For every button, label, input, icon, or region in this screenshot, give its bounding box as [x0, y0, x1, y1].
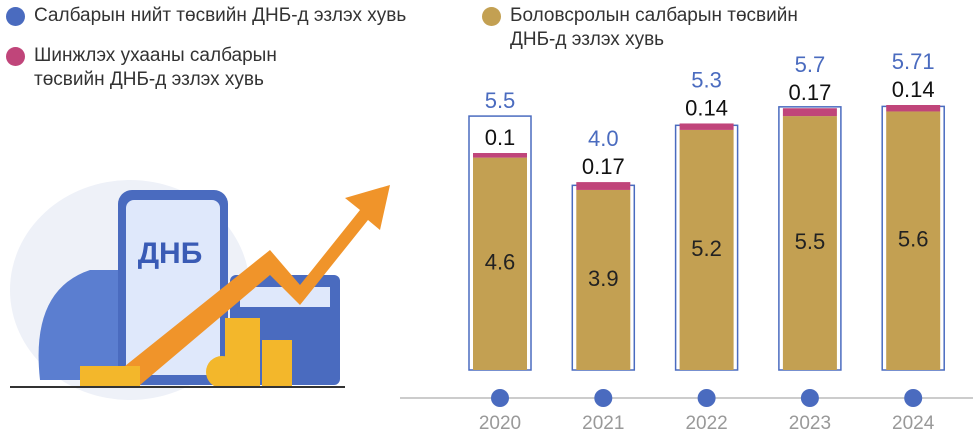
bar-segment: [679, 129, 734, 370]
value-label: 5.2: [691, 236, 722, 261]
legend-label: Боловсролын салбарын төсвийн ДНБ-д эзлэх…: [510, 5, 798, 50]
timeline-dot: [697, 389, 716, 407]
value-label: 0.1: [485, 125, 516, 150]
value-label: 0.17: [582, 154, 625, 179]
timeline-dot: [904, 389, 923, 407]
bar-segment: [782, 116, 837, 370]
bar-segment: [886, 105, 941, 112]
value-label: 5.6: [898, 227, 929, 252]
x-tick-label: 2021: [582, 413, 624, 434]
value-label: 4.6: [485, 250, 516, 275]
legend-dot: [6, 7, 25, 26]
total-label: 5.71: [892, 49, 935, 74]
legend-item: Боловсролын салбарын төсвийн ДНБ-д эзлэх…: [482, 4, 840, 52]
x-tick-label: 2023: [789, 413, 831, 434]
bar-segment: [886, 111, 941, 371]
x-tick-label: 2022: [685, 413, 727, 434]
annotation: ДНБ: [138, 237, 203, 270]
legend-label: Салбарын нийт төсвийн ДНБ-д эзлэх хувь: [34, 5, 407, 26]
bar-segment: [679, 123, 734, 130]
total-label: 5.3: [691, 67, 722, 92]
bar-segment: [576, 182, 631, 190]
timeline-dot: [491, 389, 509, 407]
total-label: 5.5: [485, 88, 516, 113]
total-label: 4.0: [588, 126, 619, 151]
value-label: 0.17: [788, 80, 831, 105]
timeline-dot: [800, 389, 819, 407]
bar-segment: [473, 157, 527, 370]
value-label: 0.14: [892, 77, 935, 102]
x-tick-label: 2024: [892, 413, 935, 434]
bar-segment: [782, 108, 837, 117]
legend-label: Шинжлэх ухааны салбарын төсвийн ДНБ-д эз…: [34, 45, 277, 90]
value-label: 0.14: [685, 95, 728, 120]
illustration: ДНБ: [10, 180, 390, 400]
timeline-dot: [594, 389, 613, 407]
x-tick-label: 2020: [479, 413, 521, 434]
value-label: 3.9: [588, 266, 619, 291]
total-label: 5.7: [795, 52, 826, 77]
legend-dot: [6, 47, 25, 66]
legend-item: Шинжлэх ухааны салбарын төсвийн ДНБ-д эз…: [6, 44, 314, 92]
legend-dot: [482, 7, 501, 26]
value-label: 5.5: [795, 229, 826, 254]
bar-segment: [576, 189, 631, 370]
bar-segment: [473, 153, 527, 158]
legend-item: Салбарын нийт төсвийн ДНБ-д эзлэх хувь: [6, 4, 474, 28]
